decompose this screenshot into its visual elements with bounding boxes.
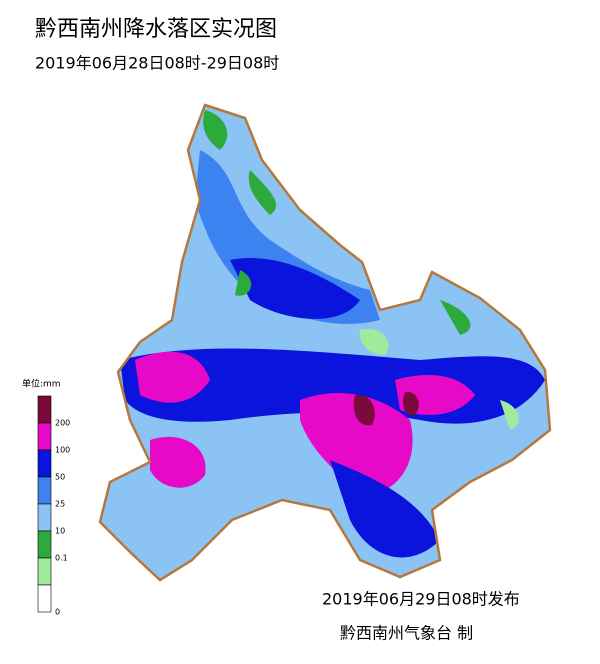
rainfall-field (100, 105, 550, 580)
legend-swatch (37, 476, 52, 505)
legend-unit: 单位:mm (22, 378, 61, 390)
legend-tick-label: 0.1 (55, 554, 68, 563)
legend-tick-label: 0 (55, 608, 60, 617)
legend-swatch (37, 584, 52, 613)
release-time: 2019年06月29日08时发布 (322, 590, 520, 609)
legend-swatch (37, 557, 52, 586)
legend-swatch (37, 395, 52, 424)
legend-swatch (37, 503, 52, 532)
legend-tick-label: 10 (55, 527, 65, 536)
legend-tick-label: 50 (55, 473, 65, 482)
legend-tick-label: 25 (55, 500, 65, 509)
legend: 200 100 50 25 10 0.1 0 (37, 395, 70, 617)
legend-tick-label: 200 (55, 419, 70, 428)
legend-tick-label: 100 (55, 446, 70, 455)
map-subtitle: 2019年06月28日08时-29日08时 (35, 54, 279, 73)
legend-swatch (37, 449, 52, 478)
legend-swatch (37, 530, 52, 559)
map-title: 黔西南州降水落区实况图 (35, 17, 277, 42)
legend-swatch (37, 422, 52, 451)
issuer: 黔西南州气象台 制 (340, 624, 473, 643)
